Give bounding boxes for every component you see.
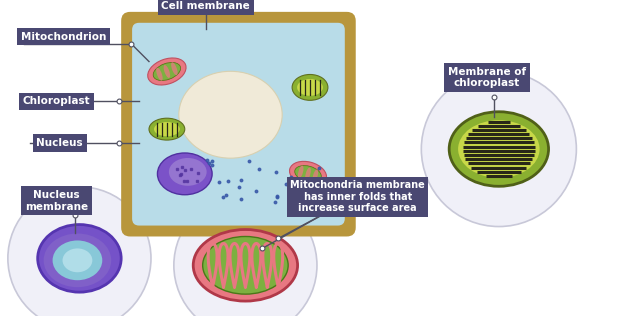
Ellipse shape bbox=[157, 153, 212, 195]
Ellipse shape bbox=[292, 75, 328, 100]
Ellipse shape bbox=[179, 71, 282, 158]
Text: Nucleus: Nucleus bbox=[36, 138, 83, 148]
Text: Chloroplast: Chloroplast bbox=[22, 96, 90, 106]
Ellipse shape bbox=[153, 63, 180, 81]
Ellipse shape bbox=[44, 234, 111, 287]
Text: Cell membrane: Cell membrane bbox=[161, 1, 250, 11]
Ellipse shape bbox=[149, 118, 185, 140]
Ellipse shape bbox=[297, 79, 323, 96]
Ellipse shape bbox=[193, 229, 298, 301]
Circle shape bbox=[421, 71, 577, 227]
Ellipse shape bbox=[305, 167, 311, 180]
Circle shape bbox=[174, 194, 317, 316]
Text: Membrane of
chloroplast: Membrane of chloroplast bbox=[448, 67, 526, 88]
Circle shape bbox=[8, 187, 151, 316]
Ellipse shape bbox=[449, 112, 548, 186]
Ellipse shape bbox=[62, 248, 92, 272]
Ellipse shape bbox=[154, 122, 180, 136]
Ellipse shape bbox=[148, 58, 186, 85]
Ellipse shape bbox=[298, 166, 303, 178]
Ellipse shape bbox=[37, 225, 121, 292]
FancyBboxPatch shape bbox=[121, 12, 356, 236]
Ellipse shape bbox=[171, 62, 178, 75]
Ellipse shape bbox=[156, 68, 163, 81]
Ellipse shape bbox=[203, 236, 288, 294]
FancyBboxPatch shape bbox=[132, 23, 345, 226]
Ellipse shape bbox=[169, 158, 207, 186]
Ellipse shape bbox=[313, 169, 318, 182]
Ellipse shape bbox=[458, 120, 540, 178]
Text: Mitochondria membrane
has inner folds that
increase surface area: Mitochondria membrane has inner folds th… bbox=[290, 180, 425, 213]
Ellipse shape bbox=[163, 65, 170, 78]
Ellipse shape bbox=[52, 240, 102, 280]
Text: Nucleus
membrane: Nucleus membrane bbox=[25, 190, 88, 211]
Text: Mitochondrion: Mitochondrion bbox=[21, 32, 106, 42]
Ellipse shape bbox=[295, 166, 321, 182]
Ellipse shape bbox=[290, 161, 326, 186]
